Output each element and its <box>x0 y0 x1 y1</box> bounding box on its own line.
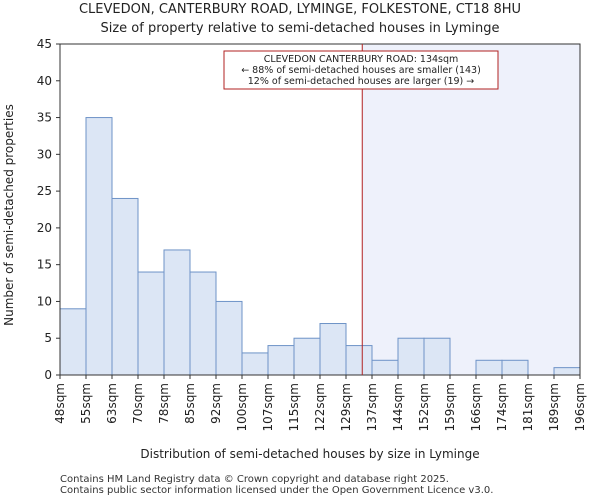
y-tick-label: 40 <box>37 74 52 88</box>
chart-title: CLEVEDON, CANTERBURY ROAD, LYMINGE, FOLK… <box>79 2 521 17</box>
y-tick-label: 30 <box>37 147 52 161</box>
y-tick-label: 25 <box>37 184 52 198</box>
x-tick-label: 196sqm <box>573 383 587 431</box>
x-tick-label: 159sqm <box>443 383 457 431</box>
x-tick-label: 181sqm <box>521 383 535 431</box>
footer-copyright: Contains HM Land Registry data © Crown c… <box>60 474 449 485</box>
x-tick-label: 85sqm <box>183 383 197 424</box>
bar-70sqm <box>137 271 165 376</box>
x-tick-label: 189sqm <box>547 383 561 431</box>
x-axis-label: Distribution of semi-detached houses by … <box>140 447 479 461</box>
bar-189sqm <box>553 367 581 376</box>
bar-63sqm <box>111 197 139 376</box>
x-tick-label: 144sqm <box>391 383 405 431</box>
bar-166sqm <box>475 359 503 376</box>
x-tick-label: 166sqm <box>469 383 483 431</box>
x-tick-label: 78sqm <box>157 383 171 424</box>
annotation-line-smaller: ← 88% of semi-detached houses are smalle… <box>241 65 481 76</box>
x-axis: 48sqm 55sqm 63sqm 70sqm 78sqm 85sqm 92sqm 100sq… <box>53 375 587 431</box>
bar-129sqm <box>345 345 373 376</box>
bar-107sqm <box>267 345 295 376</box>
bar-85sqm <box>189 271 217 376</box>
y-axis: 0 5 10 15 20 25 30 35 40 45 <box>37 37 60 382</box>
bar-78sqm <box>163 249 191 376</box>
y-tick-label: 20 <box>37 221 52 235</box>
x-tick-label: 152sqm <box>417 383 431 431</box>
x-tick-label: 55sqm <box>79 383 93 424</box>
bar-48sqm <box>59 308 87 376</box>
x-tick-label: 129sqm <box>339 383 353 431</box>
y-tick-label: 0 <box>44 368 52 382</box>
bar-174sqm <box>501 359 529 376</box>
bar-55sqm <box>85 117 113 376</box>
bar-152sqm <box>423 337 451 376</box>
y-tick-label: 35 <box>37 111 52 125</box>
annotation-line-property: CLEVEDON CANTERBURY ROAD: 134sqm <box>264 54 459 65</box>
x-tick-label: 107sqm <box>261 383 275 431</box>
x-tick-label: 92sqm <box>209 383 223 424</box>
x-tick-label: 70sqm <box>131 383 145 424</box>
x-tick-label: 174sqm <box>495 383 509 431</box>
x-tick-label: 137sqm <box>365 383 379 431</box>
chart-subtitle: Size of property relative to semi-detach… <box>100 21 499 36</box>
x-tick-label: 100sqm <box>235 383 249 431</box>
y-tick-label: 5 <box>44 331 52 345</box>
annotation-box: CLEVEDON CANTERBURY ROAD: 134sqm ← 88% o… <box>223 50 499 90</box>
y-tick-label: 45 <box>37 37 52 51</box>
bar-122sqm <box>319 323 347 376</box>
x-tick-label: 48sqm <box>53 383 67 424</box>
bar-100sqm <box>241 352 269 376</box>
bars-group <box>59 43 581 376</box>
bar-115sqm <box>293 337 321 376</box>
x-tick-label: 63sqm <box>105 383 119 424</box>
y-tick-label: 10 <box>37 294 52 308</box>
x-tick-label: 122sqm <box>313 383 327 431</box>
y-tick-label: 15 <box>37 258 52 272</box>
footer-licence: Contains public sector information licen… <box>60 485 493 496</box>
bar-144sqm <box>397 337 425 376</box>
larger-houses-region <box>362 44 580 375</box>
bar-92sqm <box>215 300 243 376</box>
annotation-line-larger: 12% of semi-detached houses are larger (… <box>248 76 475 87</box>
x-tick-label: 115sqm <box>287 383 301 431</box>
annotation-border <box>223 50 499 90</box>
bar-137sqm <box>371 359 399 376</box>
y-axis-label: Number of semi-detached properties <box>2 104 16 326</box>
